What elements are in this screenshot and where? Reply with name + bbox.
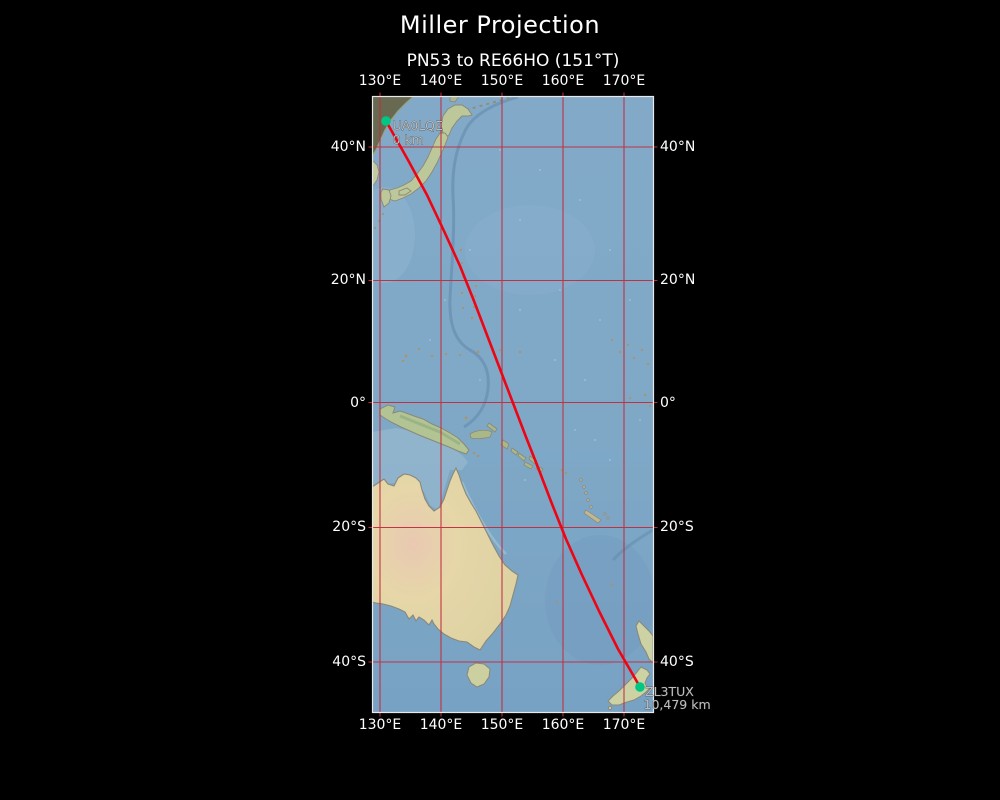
start-marker-icon: [381, 116, 391, 126]
land-sakhalin: [449, 96, 460, 103]
tick-top-160e: 160°E: [541, 73, 585, 89]
land-australia: [372, 466, 519, 651]
tick-bottom-130e: 130°E: [358, 717, 402, 733]
tick-right-40s: 40°S: [660, 654, 694, 670]
land-japan: [380, 104, 473, 208]
tick-left-20s: 20°S: [332, 519, 366, 535]
tick-right-20s: 20°S: [660, 519, 694, 535]
tick-left-0: 0°: [350, 395, 366, 411]
figure-title: Miller Projection: [399, 11, 601, 39]
tick-right-40n: 40°N: [660, 139, 696, 155]
tick-bottom-150e: 150°E: [480, 717, 524, 733]
tick-top-130e: 130°E: [358, 73, 402, 89]
map-frame: [371, 95, 655, 714]
end-marker-callsign: ZL3TUX: [645, 684, 694, 699]
land-new-zealand: [607, 620, 654, 711]
end-marker-icon: [635, 682, 645, 692]
tick-left-20n: 20°N: [330, 272, 366, 288]
start-marker-callsign: UA0LQE: [393, 118, 443, 133]
tick-top-140e: 140°E: [419, 73, 463, 89]
graticule: [368, 92, 658, 717]
start-marker-distance: 0 km: [393, 132, 424, 147]
end-marker-distance: 10,479 km: [644, 697, 711, 712]
tick-bottom-170e: 170°E: [602, 717, 646, 733]
tick-bottom-160e: 160°E: [541, 717, 585, 733]
tick-right-20n: 20°N: [660, 272, 696, 288]
map-canvas: UA0LQE 0 km ZL3TUX 10,479 km: [368, 92, 711, 717]
tick-top-150e: 150°E: [480, 73, 524, 89]
route-line: [384, 119, 642, 689]
new-guinea-highlands: [399, 414, 461, 446]
tick-top-170e: 170°E: [602, 73, 646, 89]
land-korea: [372, 159, 380, 187]
tick-right-0: 0°: [660, 395, 676, 411]
arafura-shelf: [372, 428, 468, 510]
tick-bottom-140e: 140°E: [419, 717, 463, 733]
figure-subtitle: PN53 to RE66HO (151°T): [406, 51, 620, 71]
kuril-islands: [465, 96, 517, 111]
ryukyu-islands: [373, 212, 385, 230]
vanuatu-new-caledonia: [579, 478, 610, 524]
land-tasmania: [466, 662, 491, 688]
tick-left-40n: 40°N: [330, 139, 366, 155]
tick-left-40s: 40°S: [332, 654, 366, 670]
bismarck-solomons: [469, 422, 544, 473]
